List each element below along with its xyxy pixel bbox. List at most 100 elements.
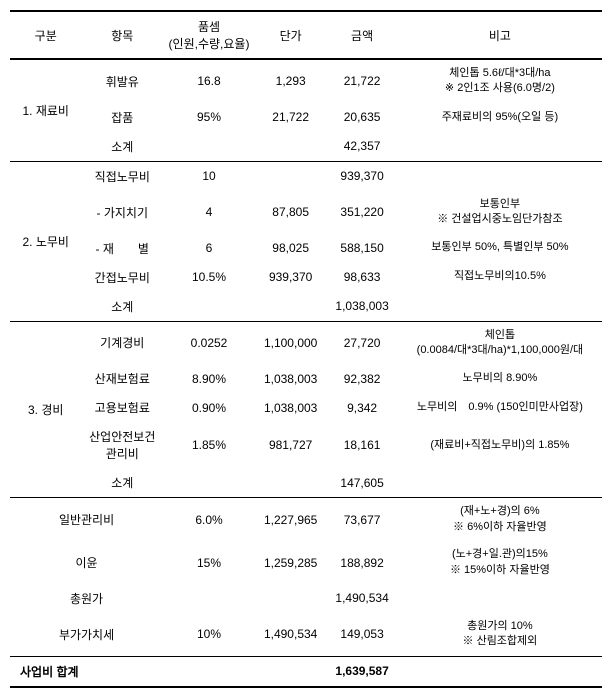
cell-unit (255, 161, 326, 191)
cell-note: 노무비의 0.9% (150인미만사업장) (398, 393, 602, 422)
cell-item: - 재 별 (81, 234, 163, 263)
cell-item-span: 총원가 (10, 584, 163, 613)
cell-amount: 92,382 (326, 364, 397, 393)
cell-item: 소계 (81, 132, 163, 162)
cell-rate: 16.8 (163, 59, 255, 103)
cell-item: 소계 (81, 468, 163, 498)
cell-amount: 21,722 (326, 59, 397, 103)
cell-note (398, 656, 602, 687)
cell-total-label: 사업비 합계 (10, 656, 163, 687)
cell-amount: 147,605 (326, 468, 397, 498)
header-gubun: 구분 (10, 11, 81, 59)
table-row: 1. 재료비휘발유16.81,29321,722체인톱 5.6ℓ/대*3대/ha… (10, 59, 602, 103)
cell-amount: 1,490,534 (326, 584, 397, 613)
table-row: 소계 42,357 (10, 132, 602, 162)
table-row: 산재보험료8.90%1,038,00392,382노무비의 8.90% (10, 364, 602, 393)
cell-item: 잡품 (81, 103, 163, 132)
cell-gubun: 3. 경비 (10, 321, 81, 498)
cell-note: 체인톱(0.0084/대*3대/ha)*1,100,000원/대 (398, 321, 602, 364)
cell-amount: 939,370 (326, 161, 397, 191)
table-row: 간접노무비10.5%939,37098,633직접노무비의10.5% (10, 263, 602, 292)
cell-unit (255, 584, 326, 613)
cell-unit (255, 132, 326, 162)
cell-rate: 10 (163, 161, 255, 191)
table-row: - 가지치기487,805351,220보통인부※ 건설업시중노임단가참조 (10, 191, 602, 234)
cell-item: 산재보험료 (81, 364, 163, 393)
cell-rate: 0.90% (163, 393, 255, 422)
cell-note: (재+노+경)의 6%※ 6%이하 자율반영 (398, 498, 602, 541)
cell-item: 기계경비 (81, 321, 163, 364)
table-body: 1. 재료비휘발유16.81,29321,722체인톱 5.6ℓ/대*3대/ha… (10, 59, 602, 687)
cell-rate: 6 (163, 234, 255, 263)
cell-gubun: 2. 노무비 (10, 161, 81, 321)
cell-unit: 1,490,534 (255, 613, 326, 656)
table-row: 소계 147,605 (10, 468, 602, 498)
cell-rate: 4 (163, 191, 255, 234)
cell-rate: 95% (163, 103, 255, 132)
header-rate: 품셈(인원,수량,요율) (163, 11, 255, 59)
cell-unit: 1,259,285 (255, 541, 326, 584)
cell-rate: 10.5% (163, 263, 255, 292)
cell-item: 소계 (81, 292, 163, 322)
cost-table: 구분 항목 품셈(인원,수량,요율) 단가 금액 비고 1. 재료비휘발유16.… (10, 10, 602, 688)
cell-amount: 1,639,587 (326, 656, 397, 687)
cell-rate (163, 656, 255, 687)
cell-amount: 351,220 (326, 191, 397, 234)
cell-note (398, 468, 602, 498)
table-row: 총원가 1,490,534 (10, 584, 602, 613)
header-amount: 금액 (326, 11, 397, 59)
cell-note: 체인톱 5.6ℓ/대*3대/ha※ 2인1조 사용(6.0명/2) (398, 59, 602, 103)
header-unit: 단가 (255, 11, 326, 59)
cell-rate (163, 468, 255, 498)
cell-rate: 10% (163, 613, 255, 656)
cell-unit (255, 468, 326, 498)
cell-amount: 98,633 (326, 263, 397, 292)
cell-item: 직접노무비 (81, 161, 163, 191)
cell-item: 간접노무비 (81, 263, 163, 292)
cell-unit: 1,038,003 (255, 393, 326, 422)
cell-item-span: 일반관리비 (10, 498, 163, 541)
cell-note: 총원가의 10%※ 산림조합제외 (398, 613, 602, 656)
cell-note (398, 584, 602, 613)
cell-unit: 21,722 (255, 103, 326, 132)
cell-rate: 0.0252 (163, 321, 255, 364)
cell-note: 보통인부 50%, 특별인부 50% (398, 234, 602, 263)
cell-note: (노+경+일.관)의15%※ 15%이하 자율반영 (398, 541, 602, 584)
cell-note: (재료비+직접노무비)의 1.85% (398, 422, 602, 468)
cell-note: 보통인부※ 건설업시중노임단가참조 (398, 191, 602, 234)
cell-unit: 87,805 (255, 191, 326, 234)
table-row: - 재 별698,025588,150보통인부 50%, 특별인부 50% (10, 234, 602, 263)
cell-unit: 1,293 (255, 59, 326, 103)
cell-item: 산업안전보건관리비 (81, 422, 163, 468)
cell-gubun: 1. 재료비 (10, 59, 81, 161)
cell-unit: 1,227,965 (255, 498, 326, 541)
cell-amount: 20,635 (326, 103, 397, 132)
cell-note: 주재료비의 95%(오일 등) (398, 103, 602, 132)
cell-rate: 6.0% (163, 498, 255, 541)
cell-note (398, 132, 602, 162)
cell-rate (163, 132, 255, 162)
cell-note: 노무비의 8.90% (398, 364, 602, 393)
cell-item-span: 이윤 (10, 541, 163, 584)
table-row: 잡품95%21,72220,635주재료비의 95%(오일 등) (10, 103, 602, 132)
cell-amount: 588,150 (326, 234, 397, 263)
cell-amount: 42,357 (326, 132, 397, 162)
cell-rate (163, 584, 255, 613)
cell-item: - 가지치기 (81, 191, 163, 234)
table-row: 이윤15%1,259,285188,892(노+경+일.관)의15%※ 15%이… (10, 541, 602, 584)
cell-item: 휘발유 (81, 59, 163, 103)
header-note: 비고 (398, 11, 602, 59)
table-row: 산업안전보건관리비1.85%981,72718,161(재료비+직접노무비)의 … (10, 422, 602, 468)
cell-unit (255, 292, 326, 322)
cell-note (398, 161, 602, 191)
cell-item-span: 부가가치세 (10, 613, 163, 656)
cell-note (398, 292, 602, 322)
table-row: 일반관리비6.0%1,227,96573,677(재+노+경)의 6%※ 6%이… (10, 498, 602, 541)
table-row: 사업비 합계 1,639,587 (10, 656, 602, 687)
cell-unit: 1,100,000 (255, 321, 326, 364)
cell-note: 직접노무비의10.5% (398, 263, 602, 292)
cell-item: 고용보험료 (81, 393, 163, 422)
cell-amount: 188,892 (326, 541, 397, 584)
cell-rate: 15% (163, 541, 255, 584)
cell-rate: 8.90% (163, 364, 255, 393)
